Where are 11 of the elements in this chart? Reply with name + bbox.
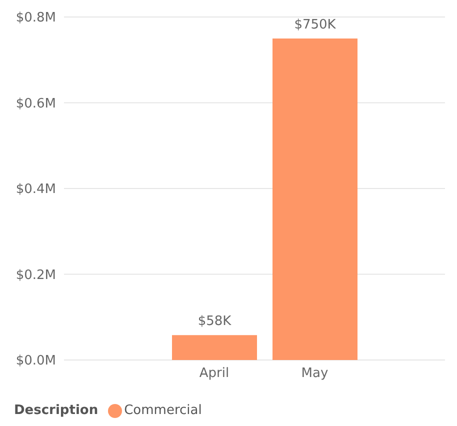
data-label: $750K [294, 17, 336, 32]
y-tick-label: $0.6M [16, 96, 56, 112]
data-label: $58K [198, 314, 232, 330]
legend-title: Description [14, 403, 98, 418]
x-tick-label: May [301, 366, 328, 382]
x-tick-label: April [199, 366, 230, 382]
y-tick-label: $0.0M [16, 354, 56, 369]
y-tick-label: $0.2M [16, 268, 56, 283]
y-tick-label: $0.4M [16, 182, 56, 198]
legend-label: Commercial [124, 403, 202, 418]
y-tick-label: $0.8M [16, 10, 56, 26]
